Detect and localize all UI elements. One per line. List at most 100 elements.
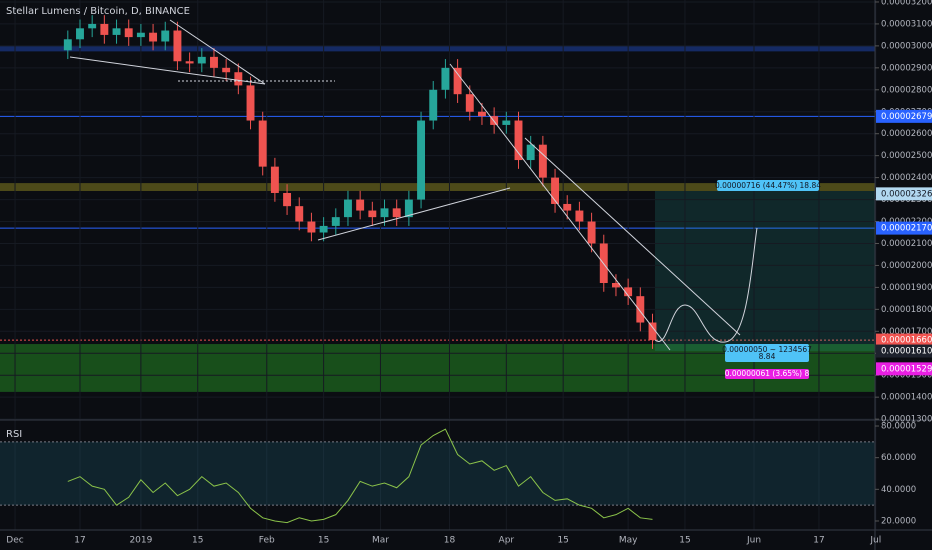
y-tick-label: 0.00001700 (881, 327, 932, 337)
zone (0, 45, 875, 52)
candle-body (112, 28, 121, 35)
candle-body (88, 23, 97, 29)
candle-body (514, 120, 523, 161)
y-tick-label: 0.00002400 (881, 173, 932, 183)
candle-body (611, 283, 620, 288)
x-tick-label: 15 (192, 536, 203, 546)
y-tick-label: 0.00003200 (881, 0, 932, 7)
y-tick-label: 60.0000 (881, 453, 916, 463)
candle-body (76, 28, 84, 40)
candle-body (575, 210, 584, 222)
rsi-panel (0, 428, 875, 524)
y-tick-label: 40.0000 (881, 485, 916, 495)
y-tick-label: 80.0000 (881, 422, 916, 432)
x-tick-label: 2019 (129, 536, 152, 546)
projection-curve (654, 227, 758, 343)
candle-body (270, 166, 279, 193)
y-tick-label: 0.00001500 (881, 371, 932, 381)
annotation: 8.84 (759, 352, 776, 361)
candle-body (234, 72, 243, 86)
zone (0, 183, 875, 192)
candle-body (441, 67, 450, 90)
y-tick-label: 0.00002800 (881, 85, 932, 95)
annotation-box (717, 180, 819, 191)
chart-title: Stellar Lumens / Bitcoin, D, BINANCE (6, 6, 190, 17)
candle-body (185, 61, 194, 64)
annotation: 0.00000050 ~ 1234567 (722, 345, 812, 354)
drawings (69, 19, 758, 351)
y-tick-label: 0.00001300 (881, 415, 932, 425)
candle-body (173, 30, 182, 62)
candle-body (100, 23, 109, 35)
annotation-box (725, 369, 809, 379)
price-tag (876, 333, 932, 347)
candle-body (648, 322, 657, 341)
candle-body (222, 67, 231, 73)
price-tag (876, 344, 932, 358)
candle-body (417, 120, 426, 200)
candle-body (453, 67, 462, 95)
candle-body (636, 296, 645, 323)
x-tick-label: 17 (74, 536, 85, 546)
candle-body (380, 208, 389, 218)
candle-body (465, 94, 474, 112)
y-tick-label: 0.00001900 (881, 283, 932, 293)
price-tag-label: 0.00001660 (881, 336, 932, 346)
annotation: 0.00000061 (3.65%) 8 (725, 369, 810, 378)
price-tag (876, 221, 932, 235)
price-tag-label: 0.00002170 (881, 224, 932, 234)
annotation: 0.00000716 (44.47%) 18.84 (715, 181, 821, 190)
candle-body (283, 192, 292, 207)
candle-body (307, 221, 316, 233)
candle-body (538, 144, 547, 178)
candle-body (210, 56, 218, 68)
candle-body (392, 208, 401, 218)
candle-body (551, 177, 560, 204)
candle-body (161, 30, 170, 42)
candle-body (429, 89, 438, 121)
y-tick-label: 0.00003100 (881, 19, 932, 29)
candle-body (404, 199, 413, 218)
candle-body (331, 217, 340, 226)
trend-line (69, 56, 266, 85)
rsi-line (67, 428, 653, 524)
x-tick-label: Mar (372, 536, 389, 546)
candle-body (356, 199, 365, 211)
candle-body (563, 203, 572, 211)
x-tick-label: Feb (259, 536, 275, 546)
y-tick-label: 0.00002000 (881, 261, 932, 271)
trend-line (169, 19, 266, 85)
price-tag-label: 0.00001610 (881, 347, 932, 357)
y-tick-label: 0.00003000 (881, 41, 932, 51)
x-tick-label: 15 (679, 536, 690, 546)
y-tick-label: 0.00002600 (881, 129, 932, 139)
axes: 0.000013000.000014000.000015000.00001600… (6, 0, 932, 546)
y-tick-label: 0.00001400 (881, 393, 932, 403)
y-tick-label: 20.0000 (881, 516, 916, 526)
price-tag-label: 0.00001529 (881, 364, 932, 374)
candle-body (502, 120, 511, 125)
candle-body (63, 39, 72, 51)
x-tick-label: 15 (557, 536, 568, 546)
x-tick-label: Jul (869, 536, 881, 546)
candle-body (149, 32, 158, 42)
candle-body (136, 32, 145, 38)
candle-body (258, 120, 267, 167)
x-tick-label: May (619, 536, 638, 546)
candle-body (478, 111, 486, 117)
trend-line (449, 63, 671, 351)
trend-line (524, 137, 741, 336)
price-tag-label: 0.00002679 (881, 112, 932, 122)
candle-body (319, 225, 328, 233)
price-tag (876, 109, 932, 123)
candle-body (124, 28, 133, 38)
trend-line (317, 187, 511, 241)
x-tick-label: Dec (6, 536, 23, 546)
y-tick-label: 0.00002100 (881, 239, 932, 249)
price-tag (876, 187, 932, 201)
rsi-label: RSI (6, 429, 22, 440)
price-tag (876, 362, 932, 376)
candle-body (368, 210, 377, 218)
candle-body (344, 199, 352, 218)
annotation-box (725, 344, 809, 362)
